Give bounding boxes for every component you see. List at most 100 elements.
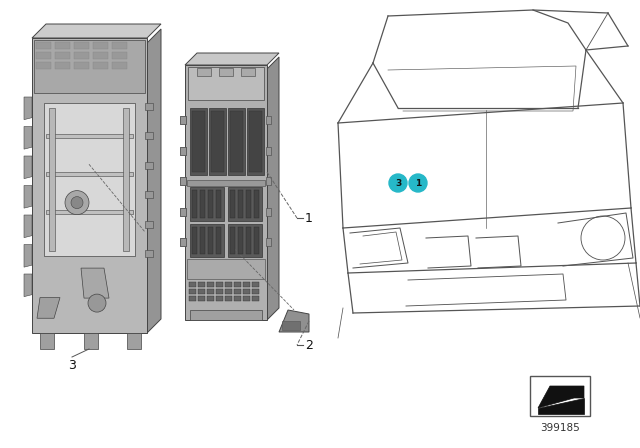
Bar — [216, 296, 223, 301]
Polygon shape — [279, 310, 309, 332]
Text: 3: 3 — [68, 358, 76, 371]
Bar — [93, 62, 108, 69]
Bar — [185, 65, 267, 320]
Bar — [55, 62, 70, 69]
Bar — [246, 227, 251, 254]
Bar — [266, 146, 271, 155]
Bar — [36, 62, 51, 69]
Bar — [55, 52, 70, 59]
Bar — [49, 108, 55, 251]
Polygon shape — [267, 57, 279, 320]
Bar — [238, 190, 243, 218]
Text: 1: 1 — [305, 211, 313, 224]
Bar — [219, 68, 233, 76]
Bar — [180, 116, 186, 124]
Bar — [230, 227, 235, 254]
Bar — [230, 112, 243, 172]
Bar — [211, 112, 224, 172]
Bar — [189, 296, 196, 301]
Bar — [254, 227, 259, 254]
Bar — [44, 103, 135, 256]
Bar — [190, 310, 262, 320]
Polygon shape — [24, 126, 32, 149]
Bar — [145, 221, 153, 228]
Polygon shape — [538, 386, 584, 408]
Bar — [74, 52, 89, 59]
Bar — [252, 289, 259, 294]
Bar — [46, 134, 133, 138]
Bar — [192, 227, 197, 254]
Bar — [112, 52, 127, 59]
Bar — [228, 108, 245, 175]
Bar — [530, 376, 590, 416]
Bar — [249, 112, 262, 172]
Text: 2: 2 — [305, 339, 313, 352]
Bar — [74, 42, 89, 49]
Bar — [225, 289, 232, 294]
Circle shape — [409, 174, 427, 192]
Bar — [241, 68, 255, 76]
Bar — [180, 238, 186, 246]
Bar — [190, 187, 224, 220]
Polygon shape — [24, 156, 32, 179]
Bar — [180, 238, 186, 246]
Bar — [145, 162, 153, 169]
Bar — [234, 282, 241, 287]
Bar — [234, 289, 241, 294]
Text: 399185: 399185 — [540, 423, 580, 433]
Bar — [180, 177, 186, 185]
Polygon shape — [147, 29, 161, 333]
Bar — [84, 333, 98, 349]
Bar — [209, 108, 226, 175]
Bar — [238, 227, 243, 254]
Bar — [36, 52, 51, 59]
Polygon shape — [81, 268, 109, 298]
Bar — [200, 190, 205, 218]
Bar — [145, 191, 153, 198]
Bar — [198, 296, 205, 301]
Bar — [207, 289, 214, 294]
Bar — [243, 289, 250, 294]
Bar — [243, 296, 250, 301]
Bar — [243, 282, 250, 287]
Bar — [282, 321, 300, 330]
Bar — [254, 190, 259, 218]
Bar — [228, 224, 262, 257]
Bar — [46, 210, 133, 214]
Bar — [93, 52, 108, 59]
Bar — [216, 190, 221, 218]
Bar — [230, 190, 235, 218]
Bar — [192, 190, 197, 218]
Bar — [34, 40, 145, 93]
Bar — [180, 146, 186, 155]
Bar — [246, 190, 251, 218]
Bar — [93, 42, 108, 49]
Bar — [198, 289, 205, 294]
Bar — [225, 296, 232, 301]
Bar — [112, 42, 127, 49]
Polygon shape — [538, 398, 584, 414]
Bar — [207, 296, 214, 301]
Bar — [208, 190, 213, 218]
Polygon shape — [37, 297, 60, 318]
Text: 1: 1 — [415, 178, 421, 188]
Bar — [180, 146, 186, 155]
Circle shape — [65, 190, 89, 215]
Circle shape — [389, 174, 407, 192]
Polygon shape — [24, 245, 32, 267]
Bar — [180, 208, 186, 216]
Bar — [187, 259, 265, 279]
Bar — [266, 177, 271, 185]
Bar — [225, 282, 232, 287]
Polygon shape — [24, 215, 32, 237]
Bar — [216, 227, 221, 254]
Bar — [123, 108, 129, 251]
Bar — [46, 172, 133, 176]
Bar — [252, 282, 259, 287]
Bar — [234, 296, 241, 301]
Bar — [187, 180, 265, 186]
Bar — [189, 289, 196, 294]
Bar — [252, 296, 259, 301]
Bar — [190, 224, 224, 257]
Polygon shape — [32, 24, 161, 38]
